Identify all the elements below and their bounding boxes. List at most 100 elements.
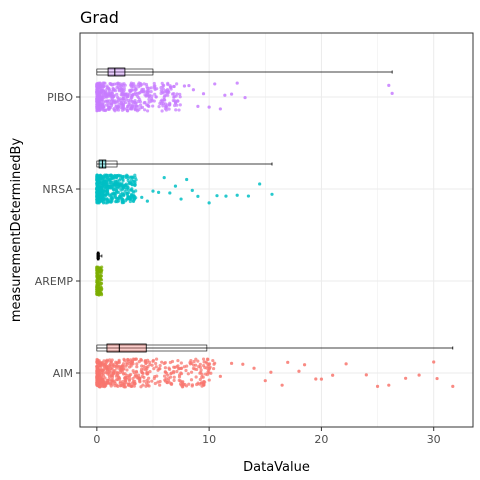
- data-point: [114, 180, 117, 183]
- outlier-point: [224, 194, 227, 197]
- outlier-point: [187, 84, 190, 87]
- data-point: [200, 368, 203, 371]
- outlier-point: [151, 190, 154, 193]
- y-tick-label: PIBO: [47, 91, 73, 104]
- data-point: [151, 360, 154, 363]
- chart-title: Grad: [80, 8, 119, 27]
- data-point: [95, 186, 98, 189]
- data-point: [161, 85, 164, 88]
- data-point: [202, 358, 205, 361]
- data-point: [98, 379, 101, 382]
- data-point: [195, 368, 198, 371]
- outlier-point: [345, 362, 348, 365]
- data-point: [139, 106, 142, 109]
- data-point: [159, 380, 162, 383]
- data-point: [132, 103, 135, 106]
- data-point: [138, 81, 141, 84]
- outlier-point: [286, 361, 289, 364]
- data-point: [105, 187, 108, 190]
- data-point: [113, 369, 116, 372]
- outlier-point: [435, 377, 438, 380]
- data-point: [180, 372, 183, 375]
- data-point: [180, 361, 183, 364]
- outlier-point: [270, 193, 273, 196]
- data-point: [199, 366, 202, 369]
- data-point: [157, 367, 160, 370]
- outlier-point: [404, 377, 407, 380]
- data-point: [179, 103, 182, 106]
- data-point: [102, 372, 105, 375]
- data-point: [125, 98, 128, 101]
- outlier-point: [252, 367, 255, 370]
- outlier-point: [391, 92, 394, 95]
- data-point: [169, 84, 172, 87]
- data-point: [164, 371, 167, 374]
- data-point: [170, 382, 173, 385]
- data-point: [97, 200, 100, 203]
- data-point: [121, 92, 124, 95]
- data-point: [114, 105, 117, 108]
- data-point: [135, 362, 138, 365]
- outlier-point: [185, 178, 188, 181]
- data-point: [155, 374, 158, 377]
- data-point: [96, 176, 99, 179]
- data-point: [136, 105, 139, 108]
- data-point: [100, 282, 103, 285]
- data-point: [116, 100, 119, 103]
- data-point: [109, 198, 112, 201]
- data-point: [150, 99, 153, 102]
- data-point: [118, 186, 121, 189]
- data-point: [98, 275, 101, 278]
- data-point: [103, 183, 106, 186]
- outlier-point: [303, 363, 306, 366]
- data-point: [171, 360, 174, 363]
- data-point: [120, 87, 123, 90]
- data-point: [151, 104, 154, 107]
- data-point: [158, 102, 161, 105]
- outlier-point: [208, 106, 211, 109]
- data-point: [130, 83, 133, 86]
- data-point: [100, 89, 103, 92]
- data-point: [116, 85, 119, 88]
- data-point: [113, 88, 116, 91]
- data-point: [143, 108, 146, 111]
- outlier-point: [236, 81, 239, 84]
- data-point: [126, 109, 129, 112]
- outlier-point: [387, 384, 390, 387]
- data-point: [139, 103, 142, 106]
- data-point: [207, 363, 210, 366]
- data-point: [173, 104, 176, 107]
- data-point: [125, 376, 128, 379]
- data-point: [99, 365, 102, 368]
- data-point: [153, 93, 156, 96]
- outlier-point: [451, 385, 454, 388]
- data-point: [168, 104, 171, 107]
- y-tick-label: AREMP: [35, 275, 74, 288]
- data-point: [187, 372, 190, 375]
- data-point: [101, 191, 104, 194]
- data-point: [119, 384, 122, 387]
- data-point: [183, 365, 186, 368]
- data-point: [204, 372, 207, 375]
- data-point: [172, 96, 175, 99]
- data-point: [125, 368, 128, 371]
- data-point: [146, 109, 149, 112]
- data-point: [137, 100, 140, 103]
- data-point: [138, 378, 141, 381]
- outlier-point: [331, 374, 334, 377]
- data-point: [203, 360, 206, 363]
- x-axis-title: DataValue: [243, 460, 310, 475]
- data-point: [154, 362, 157, 365]
- outlier-point: [157, 191, 160, 194]
- data-point: [174, 108, 177, 111]
- data-point: [194, 358, 197, 361]
- data-point: [121, 188, 124, 191]
- data-point: [104, 201, 107, 204]
- data-point: [110, 102, 113, 105]
- data-point: [119, 380, 122, 383]
- data-point: [95, 292, 98, 295]
- outlier-point: [140, 196, 143, 199]
- data-point: [118, 97, 121, 100]
- data-point: [168, 107, 171, 110]
